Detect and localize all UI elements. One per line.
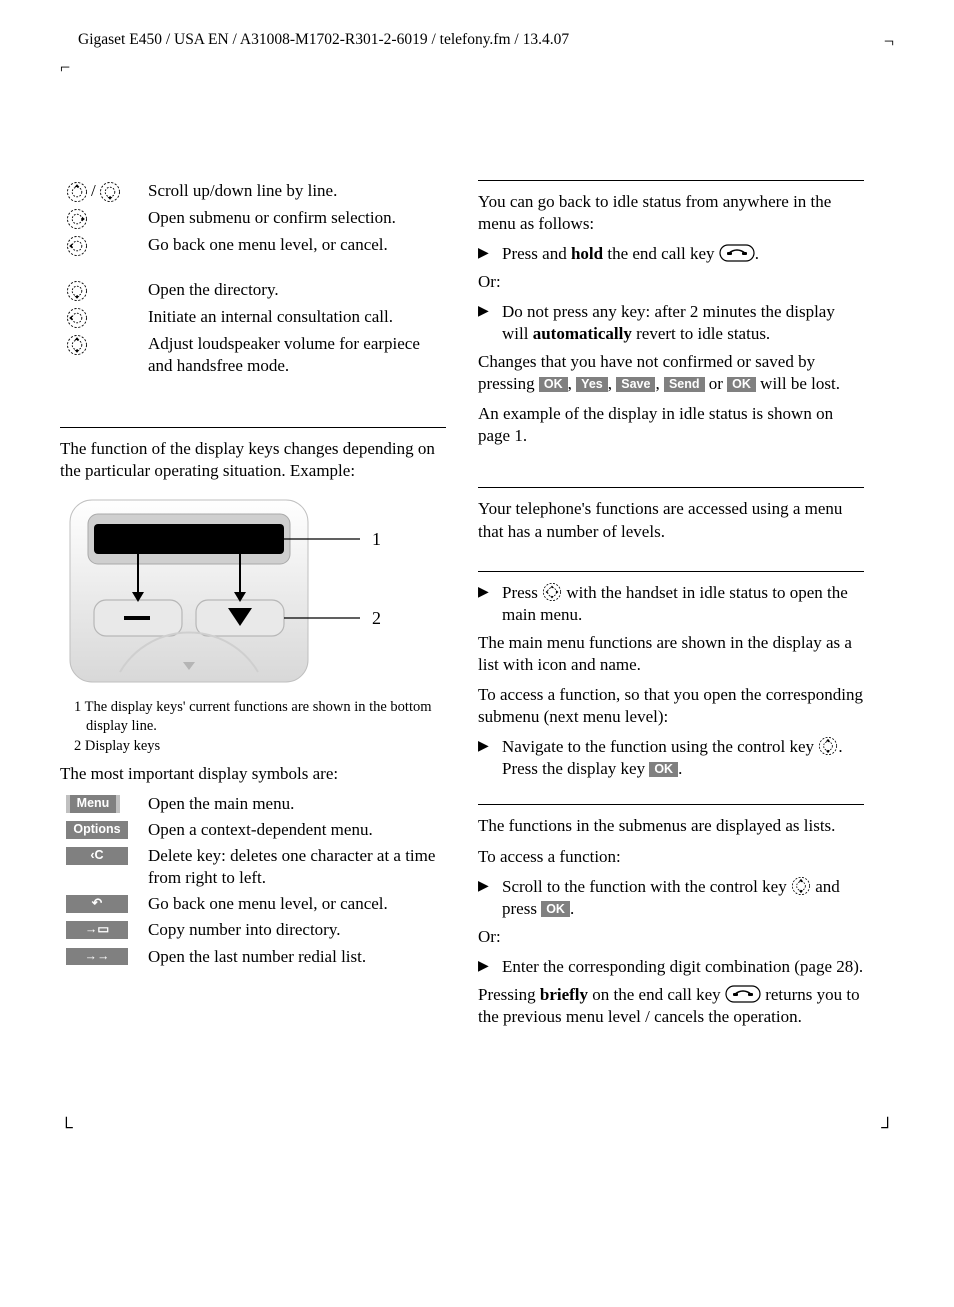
bullet-icon: ▶ [478, 876, 502, 896]
menu-intro: Your telephone's functions are accessed … [478, 498, 864, 542]
mm-p2: To access a function, so that you open t… [478, 684, 864, 728]
mm-p1: The main menu functions are shown in the… [478, 632, 864, 676]
menu-badge: Menu [66, 795, 120, 813]
press-briefly: Pressing briefly on the end call key ret… [478, 984, 864, 1028]
control-down-icon [99, 181, 121, 203]
bullet-icon: ▶ [478, 243, 502, 263]
symbols-intro: The most important display symbols are: [60, 763, 446, 785]
ok-badge: OK [649, 762, 678, 778]
control-desc: Open submenu or confirm selection. [148, 207, 446, 229]
options-badge: Options [66, 821, 128, 839]
ok-badge: OK [541, 901, 570, 917]
end-call-key-icon [719, 244, 755, 262]
changes-text: Changes that you have not confirmed or s… [478, 351, 864, 395]
bullet-icon: ▶ [478, 736, 502, 756]
control-left-icon [66, 235, 88, 257]
control-up-icon [66, 181, 88, 203]
delete-badge: ‹C [66, 847, 128, 865]
crop-mark-tr: ¬ [884, 30, 894, 53]
sub-p2: To access a function: [478, 846, 864, 868]
diagram-caption-1: 1 The display keys' current functions ar… [76, 698, 446, 734]
doc-header-path: Gigaset E450 / USA EN / A31008-M1702-R30… [60, 30, 569, 50]
control-right-icon [66, 208, 88, 230]
bullet-text: Do not press any key: after 2 minutes th… [502, 301, 864, 345]
control-all-icon [542, 582, 562, 602]
bullet-icon: ▶ [478, 582, 502, 602]
crop-mark-tl: ⌐ [60, 57, 68, 77]
or-label: Or: [478, 926, 864, 948]
symbol-desc: Open the last number redial list. [148, 946, 446, 968]
bullet-text: Press and hold the end call key . [502, 243, 864, 265]
control-desc: Adjust loudspeaker volume for earpiece a… [148, 333, 446, 377]
control-updown-icon [791, 876, 811, 896]
right-column: You can go back to idle status from anyw… [478, 180, 864, 1037]
symbol-desc: Copy number into directory. [148, 919, 446, 941]
ok-badge: OK [539, 377, 568, 393]
bullet-text: Navigate to the function using the contr… [502, 736, 864, 780]
diagram-caption-2: 2 Display keys [76, 737, 446, 755]
send-badge: Send [664, 377, 705, 393]
bullet-text: Press with the handset in idle status to… [502, 582, 864, 626]
bullet-text: Enter the corresponding digit combinatio… [502, 956, 864, 978]
yes-badge: Yes [576, 377, 608, 393]
crop-mark-bl: └ [60, 1116, 73, 1139]
end-call-key-icon [725, 985, 761, 1003]
bullet-icon: ▶ [478, 956, 502, 976]
symbol-desc: Open a context-dependent menu. [148, 819, 446, 841]
ok-badge: OK [727, 377, 756, 393]
control-desc: Open the directory. [148, 279, 446, 301]
symbol-desc: Open the main menu. [148, 793, 446, 815]
or-label: Or: [478, 271, 864, 293]
control-down-icon [66, 280, 88, 302]
idle-intro: You can go back to idle status from anyw… [478, 191, 864, 235]
diagram-label-2: 2 [372, 608, 381, 628]
crop-mark-br: ┘ [881, 1116, 894, 1139]
sub-p1: The functions in the submenus are displa… [478, 815, 864, 837]
diagram-label-1: 1 [372, 529, 381, 549]
bullet-icon: ▶ [478, 301, 502, 321]
control-updown-icon [66, 334, 88, 356]
control-desc: Go back one menu level, or cancel. [148, 234, 446, 256]
save-badge: Save [616, 377, 655, 393]
control-desc: Scroll up/down line by line. [148, 180, 446, 202]
copy-badge: →▭ [66, 921, 128, 939]
symbol-desc: Go back one menu level, or cancel. [148, 893, 446, 915]
example-text: An example of the display in idle status… [478, 403, 864, 447]
symbol-desc: Delete key: deletes one character at a t… [148, 845, 446, 889]
display-keys-diagram: 1 2 [60, 494, 446, 690]
control-desc: Initiate an internal consultation call. [148, 306, 446, 328]
bullet-text: Scroll to the function with the control … [502, 876, 864, 920]
control-left-icon [66, 307, 88, 329]
left-column: / Scroll up/down line by line. Open subm… [60, 180, 446, 1037]
redial-badge: →→ [66, 948, 128, 966]
control-updown-icon [818, 736, 838, 756]
back-badge: ↶ [66, 895, 128, 913]
display-keys-intro: The function of the display keys changes… [60, 438, 446, 482]
